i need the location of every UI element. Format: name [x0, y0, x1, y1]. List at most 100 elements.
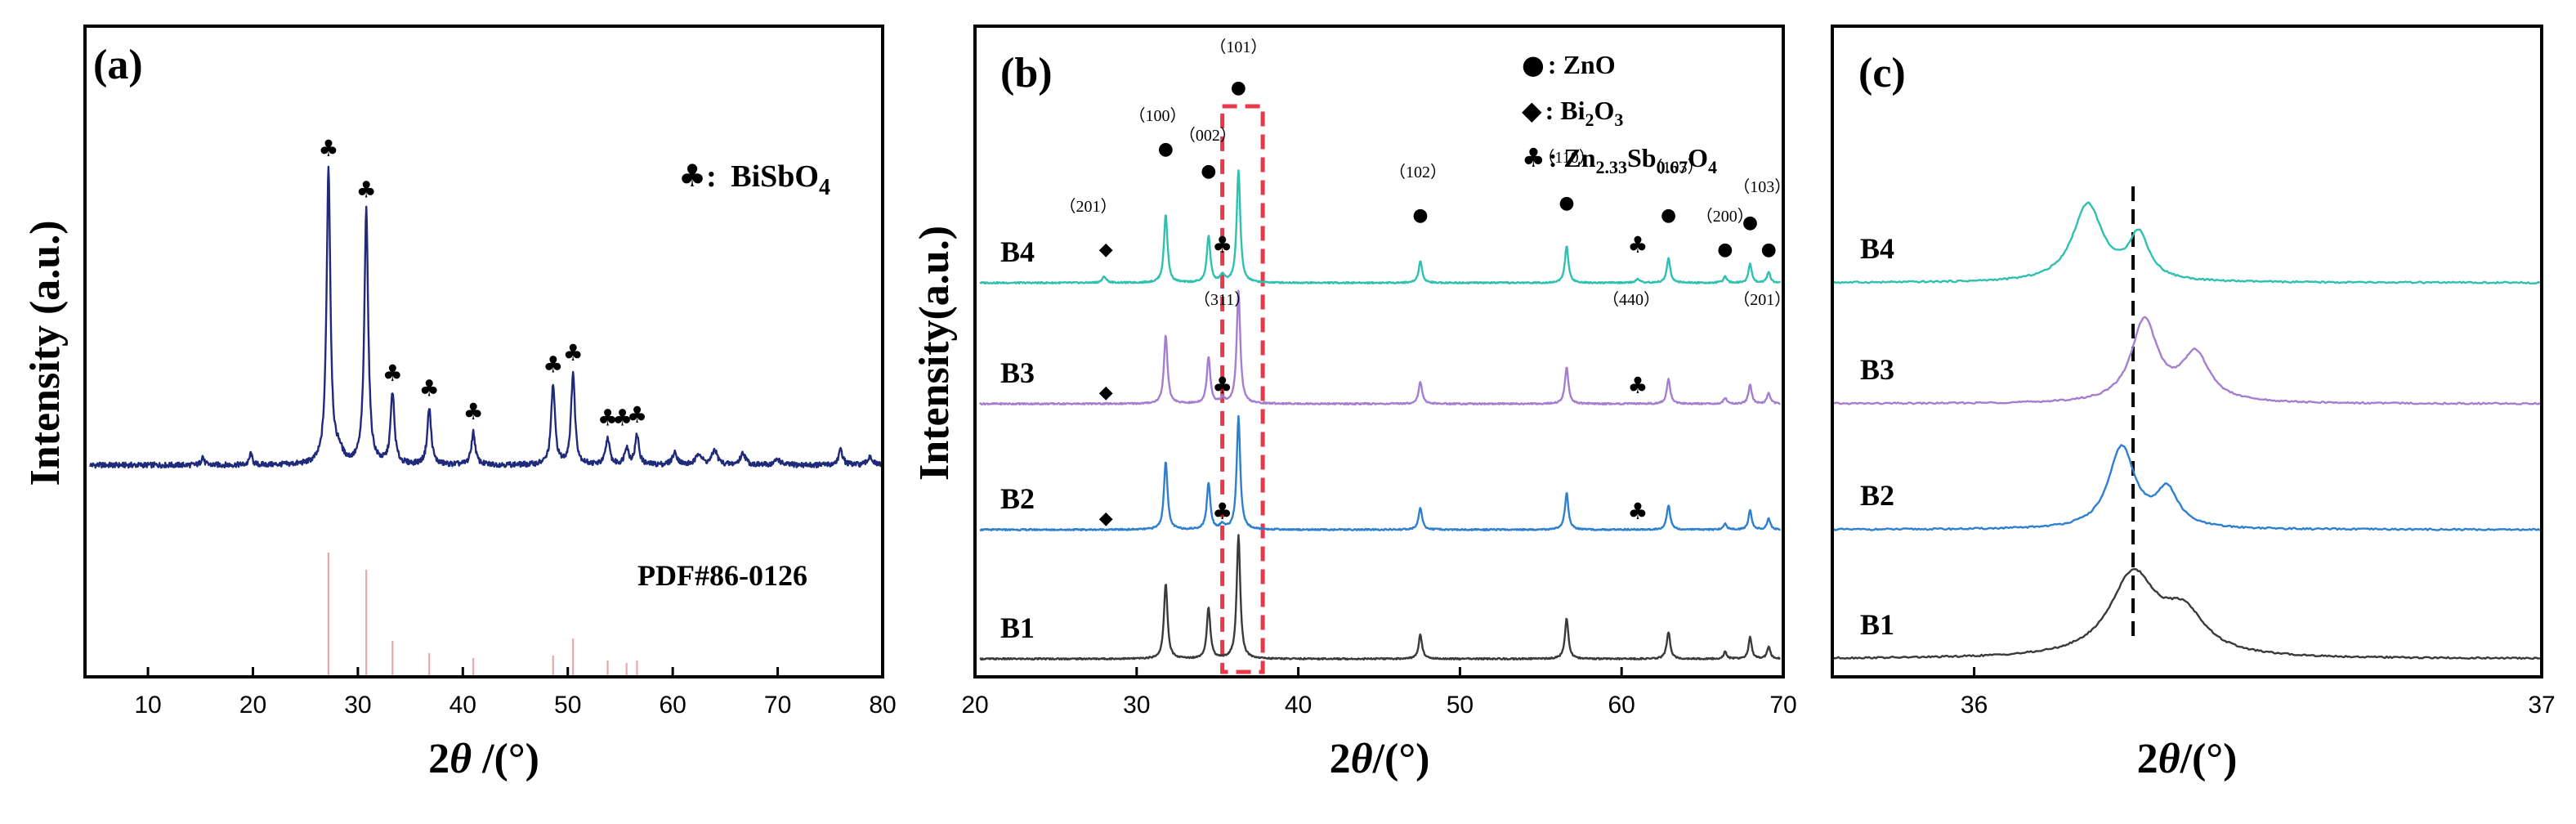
x-tick-label-50: 50	[1447, 692, 1474, 719]
x-tick-label-10: 10	[134, 692, 161, 719]
hkl-label-11: （201）	[1733, 290, 1791, 309]
sample-label-b3: B3	[1000, 356, 1035, 389]
panel-b-x-ticks: 20 30 40 50 60 70	[961, 667, 1797, 719]
legend-zn-sb-spinel: ♣: Zn2.33Sb0.67O4	[1522, 142, 1717, 177]
hkl-label-9: （103）	[1733, 177, 1791, 196]
hkl-label-2: （002）	[1179, 126, 1237, 145]
sample-label-b3: B3	[1860, 353, 1894, 386]
sample-label-b2: B2	[1000, 482, 1035, 515]
club-icon: ♣	[1522, 142, 1545, 173]
panel-b-x-axis-label: 2θ/(°)	[1330, 736, 1430, 782]
hkl-label-8: （200）	[1697, 207, 1754, 226]
filled-circle-icon: ●	[1412, 205, 1428, 226]
legend-zno: ●: ZnO	[1522, 49, 1616, 80]
panel-c: B4 B3 B2 B1 36 37 (c) 2θ/(°)	[1831, 25, 2556, 782]
club-icon: ♣	[678, 158, 706, 194]
hkl-label-1: （100）	[1129, 106, 1187, 125]
panel-a-legend: ♣: BiSbO4	[678, 158, 830, 200]
club-icon: ♣	[356, 177, 377, 204]
x-tick-label-20: 20	[961, 692, 988, 719]
series-line-b1	[1833, 568, 2541, 661]
filled-circle-icon: ●	[1522, 49, 1545, 80]
panel-a-y-axis-label: Intensity (a.u.)	[22, 220, 69, 486]
sample-label-b1: B1	[1000, 611, 1035, 644]
panel-a-frame	[83, 25, 884, 678]
highlight-box	[1220, 104, 1265, 674]
club-icon: ♣	[597, 404, 618, 431]
hkl-label-4: （311）	[1194, 290, 1250, 309]
hkl-label-3: （101）	[1210, 38, 1267, 56]
club-icon: ♣	[1627, 372, 1648, 399]
x-tick-label-30: 30	[1123, 692, 1150, 719]
x-tick-label-60: 60	[659, 692, 686, 719]
panel-c-frame	[1831, 25, 2543, 678]
sample-label-b2: B2	[1860, 479, 1894, 512]
x-tick-label-50: 50	[554, 692, 581, 719]
filled-circle-icon: ●	[1761, 240, 1777, 260]
filled-circle-icon: ●	[1201, 161, 1216, 181]
panel-c-x-axis-label: 2θ/(°)	[2137, 736, 2238, 782]
series-line-b2	[979, 414, 1782, 532]
club-icon: ♣	[463, 398, 484, 425]
series-line-b2	[1832, 444, 2541, 531]
club-icon: ♣	[419, 374, 440, 401]
panel-b-y-axis-label: Intensity(a.u.)	[911, 226, 958, 481]
club-icon: ♣	[612, 404, 633, 431]
series-line-b3	[1833, 316, 2541, 405]
panel-a: ♣♣♣♣♣♣ ♣♣♣♣ 10 20 30 40 50 60 70 80 (a) ♣: BiSbO…	[22, 25, 897, 782]
club-icon: ♣	[382, 360, 403, 387]
panel-a-x-axis-label: 2θ /(°)	[428, 736, 539, 782]
club-icon: ♣	[1627, 231, 1648, 258]
sample-label-b1: B1	[1860, 608, 1894, 641]
legend-bi2o3: ◆: Bi2O3	[1522, 95, 1623, 130]
x-tick-label-70: 70	[1769, 692, 1796, 719]
x-tick-label-30: 30	[344, 692, 371, 719]
hkl-label-7: （103）	[1646, 158, 1703, 177]
club-icon: ♣	[1212, 372, 1232, 399]
x-tick-label-60: 60	[1608, 692, 1635, 719]
filled-circle-icon: ●	[1231, 78, 1246, 98]
x-tick-label-40: 40	[449, 692, 476, 719]
filled-diamond-icon: ◆	[1522, 95, 1542, 126]
sample-label-b4: B4	[1000, 235, 1035, 268]
club-icon: ♣	[1212, 231, 1232, 258]
panel-a-plot-content: ♣♣♣♣♣♣ ♣♣♣♣	[89, 135, 883, 675]
filled-circle-icon: ●	[1559, 193, 1574, 213]
club-icon: ♣	[627, 401, 647, 428]
panel-c-plot-content: B4 B3 B2 B1	[1832, 186, 2541, 661]
club-icon: ♣	[1212, 498, 1232, 525]
x-tick-label-37: 37	[2528, 692, 2555, 719]
panel-a-label: (a)	[93, 42, 143, 88]
hkl-label-10: （440）	[1603, 290, 1660, 309]
filled-circle-icon: ●	[1158, 139, 1174, 159]
series-line-b3	[978, 289, 1782, 406]
x-tick-label-80: 80	[869, 692, 896, 719]
panel-c-x-ticks: 36 37	[1961, 667, 2556, 719]
panel-a-x-ticks: 10 20 30 40 50 60 70 80	[134, 667, 897, 719]
panel-b-legend: ●: ZnO ◆: Bi2O3 ♣: Zn2.33Sb0.67O4	[1522, 49, 1717, 177]
panel-c-label: (c)	[1858, 50, 1906, 96]
series-line-b4	[1832, 201, 2541, 284]
club-icon: ♣	[318, 135, 338, 162]
filled-diamond-icon: ◆	[1099, 383, 1113, 403]
series-line-b1	[979, 534, 1781, 661]
filled-circle-icon: ●	[1742, 213, 1758, 233]
hkl-label-0: （201）	[1059, 197, 1116, 216]
club-icon: ♣	[1627, 498, 1648, 525]
sample-label-b4: B4	[1860, 232, 1894, 265]
filled-circle-icon: ●	[1717, 240, 1733, 260]
club-icon: ♣	[543, 351, 563, 378]
filled-diamond-icon: ◆	[1099, 240, 1113, 260]
panel-a-pattern-line	[89, 165, 883, 469]
club-icon: ♣	[563, 339, 584, 366]
panel-b-frame	[973, 25, 1785, 678]
panel-b-label: (b)	[1000, 50, 1053, 96]
reference-card-label: PDF#86-0126	[637, 559, 807, 592]
filled-diamond-icon: ◆	[1099, 508, 1113, 529]
x-tick-label-70: 70	[764, 692, 791, 719]
x-tick-label-36: 36	[1961, 692, 1988, 719]
x-tick-label-20: 20	[239, 692, 266, 719]
